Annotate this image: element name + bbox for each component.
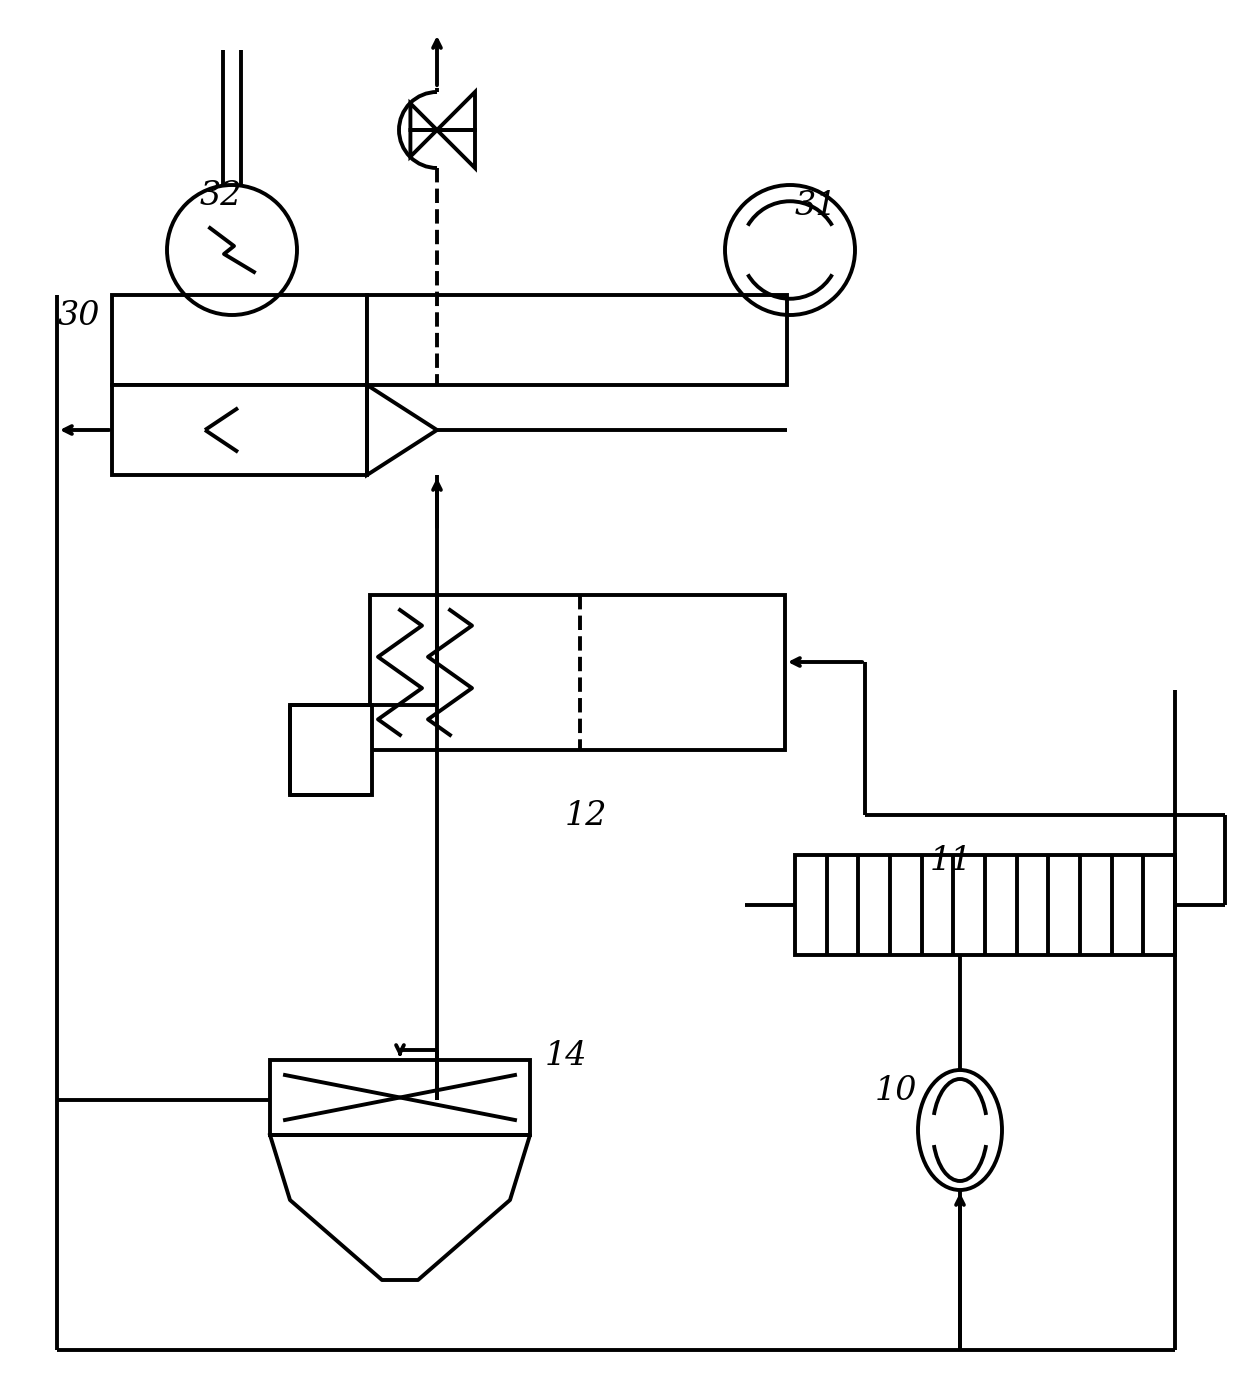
Bar [112, 385, 367, 474]
Text: 12: 12 [565, 800, 608, 832]
Text: 32: 32 [200, 181, 243, 212]
Text: 11: 11 [930, 845, 972, 877]
Text: 14: 14 [546, 1040, 588, 1071]
Bar [112, 295, 367, 385]
Bar [367, 295, 787, 385]
Bar [370, 594, 785, 750]
Bar [290, 705, 372, 796]
Text: 10: 10 [875, 1076, 918, 1107]
Text: 30: 30 [58, 301, 100, 332]
Bar [270, 1060, 529, 1135]
Bar [795, 855, 1176, 956]
Text: 31: 31 [795, 190, 837, 222]
